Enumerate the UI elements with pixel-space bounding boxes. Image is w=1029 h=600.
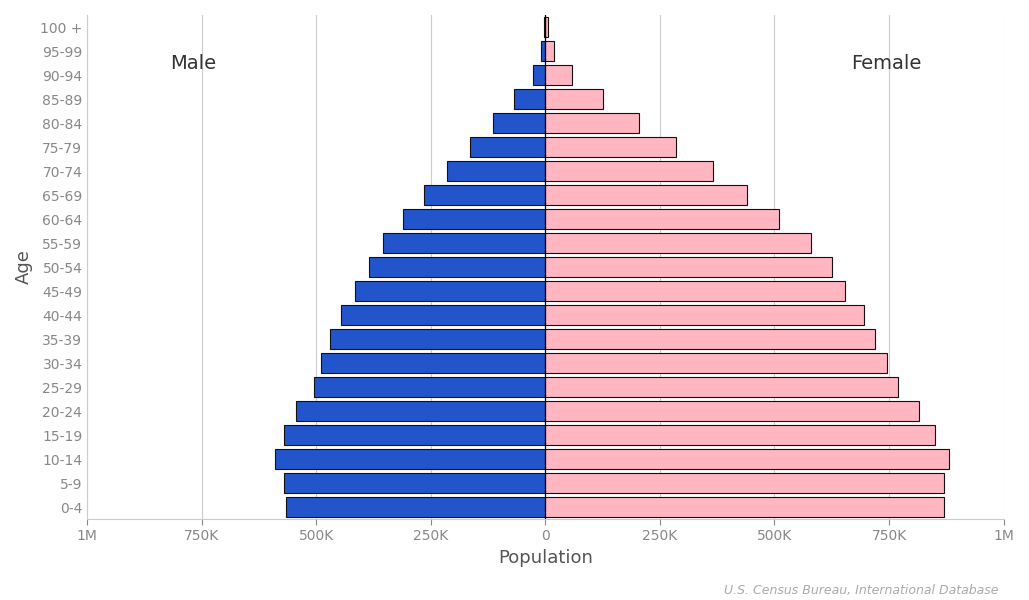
Bar [545, 113, 639, 133]
Bar [545, 209, 779, 229]
Bar [545, 17, 547, 37]
Bar [295, 401, 545, 421]
Bar [545, 305, 863, 325]
Bar [321, 353, 545, 373]
Bar [383, 233, 545, 253]
Bar [447, 161, 545, 181]
Bar [355, 281, 545, 301]
Bar [545, 449, 949, 469]
Bar [286, 497, 545, 517]
Y-axis label: Age: Age [15, 250, 33, 284]
Bar [403, 209, 545, 229]
Bar [545, 161, 713, 181]
Bar [493, 113, 545, 133]
Text: U.S. Census Bureau, International Database: U.S. Census Bureau, International Databa… [723, 584, 998, 597]
Bar [545, 401, 919, 421]
Bar [533, 65, 545, 85]
Bar [545, 89, 603, 109]
Bar [424, 185, 545, 205]
Bar [545, 497, 944, 517]
Text: Male: Male [170, 54, 216, 73]
X-axis label: Population: Population [498, 549, 593, 567]
Bar [545, 233, 811, 253]
Bar [545, 281, 846, 301]
Bar [545, 425, 934, 445]
Bar [369, 257, 545, 277]
Bar [545, 65, 572, 85]
Bar [545, 257, 831, 277]
Bar [545, 329, 876, 349]
Bar [545, 377, 898, 397]
Bar [545, 41, 554, 61]
Bar [470, 137, 545, 157]
Bar [545, 185, 747, 205]
Bar [314, 377, 545, 397]
Bar [514, 89, 545, 109]
Bar [545, 353, 887, 373]
Bar [342, 305, 545, 325]
Bar [330, 329, 545, 349]
Bar [545, 137, 676, 157]
Text: Female: Female [851, 54, 921, 73]
Bar [284, 473, 545, 493]
Bar [545, 473, 944, 493]
Bar [275, 449, 545, 469]
Bar [541, 41, 545, 61]
Bar [284, 425, 545, 445]
